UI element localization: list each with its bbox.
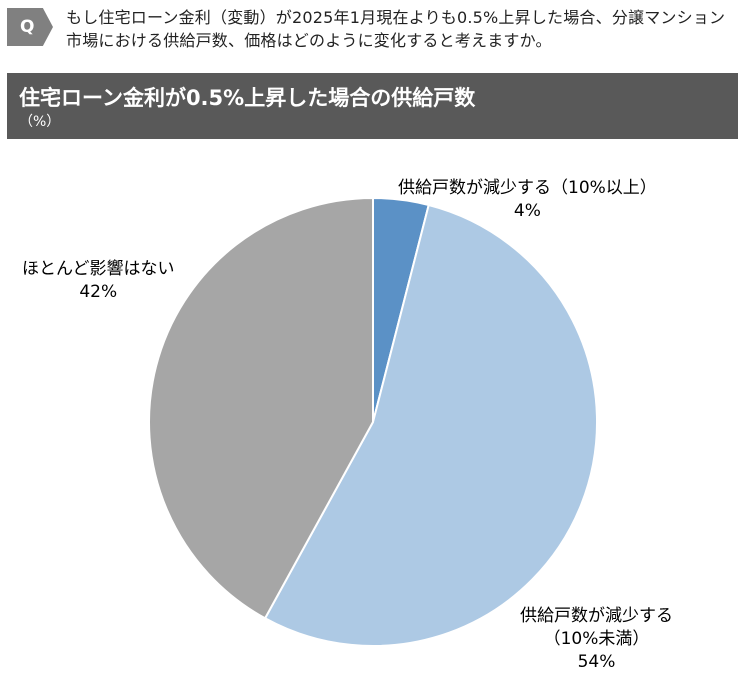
- question-text: もし住宅ローン金利（変動）が2025年1月現在よりも0.5%上昇した場合、分譲マ…: [66, 8, 726, 50]
- question-badge: Q: [7, 8, 53, 46]
- slice-label-line: ほとんど影響はない: [22, 259, 175, 279]
- slice-label-text: 供給戸数が減少する （10%未満）: [520, 605, 673, 651]
- slice-label-percent: 42%: [79, 282, 118, 302]
- slice-label-reduce-10plus: 供給戸数が減少する（10%以上） 4%: [398, 177, 657, 223]
- slice-label-percent: 4%: [513, 201, 541, 221]
- slice-label-line: 供給戸数が減少する（10%以上）: [398, 178, 657, 198]
- slice-label-line: 供給戸数が減少する: [520, 606, 673, 626]
- question-row: Q もし住宅ローン金利（変動）が2025年1月現在よりも0.5%上昇した場合、分…: [0, 0, 745, 66]
- slice-label-no-impact: ほとんど影響はない 42%: [22, 258, 175, 304]
- slice-label-percent: 54%: [577, 652, 616, 672]
- slice-label-reduce-under10: 供給戸数が減少する （10%未満） 54%: [520, 605, 673, 674]
- slice-label-line: （10%未満）: [543, 629, 650, 649]
- chart-header: 住宅ローン金利が0.5%上昇した場合の供給戸数 （%）: [7, 73, 738, 139]
- pie-slice-2: [148, 196, 374, 620]
- pie-slice-1: [263, 203, 598, 648]
- question-badge-label: Q: [20, 17, 35, 37]
- slice-label-text: ほとんど影響はない: [22, 258, 175, 281]
- slice-label-text: 供給戸数が減少する（10%以上）: [398, 177, 657, 200]
- chart-unit: （%）: [19, 114, 61, 130]
- chart-title: 住宅ローン金利が0.5%上昇した場合の供給戸数: [19, 86, 476, 110]
